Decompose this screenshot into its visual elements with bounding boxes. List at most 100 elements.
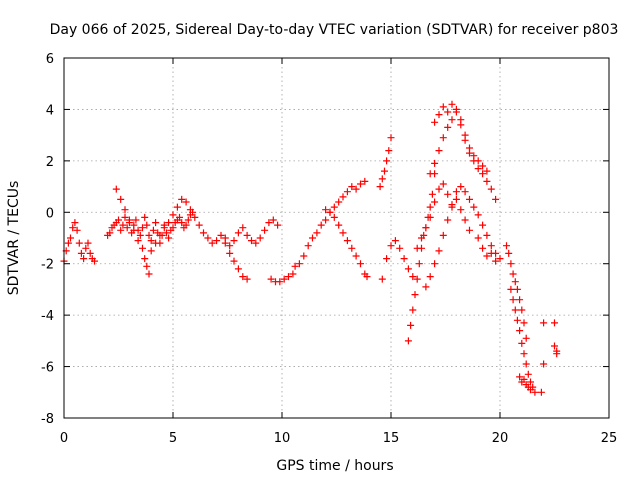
data-point — [531, 388, 539, 396]
data-point — [409, 306, 417, 314]
data-point — [457, 206, 465, 214]
data-point — [470, 152, 478, 160]
data-point — [520, 375, 528, 383]
data-point — [422, 283, 430, 291]
data-point — [265, 219, 273, 227]
grid-lines — [64, 58, 609, 418]
data-point — [276, 278, 284, 286]
data-point — [71, 219, 79, 227]
data-point — [322, 216, 330, 224]
data-point — [121, 213, 129, 221]
data-point — [363, 273, 371, 281]
data-point — [527, 386, 534, 394]
data-point — [226, 249, 234, 257]
data-point — [448, 201, 456, 209]
x-tick-label: 0 — [60, 431, 68, 446]
data-point — [457, 116, 465, 124]
data-point — [461, 188, 469, 196]
data-point — [509, 270, 517, 278]
data-point — [313, 229, 321, 237]
data-point — [139, 224, 146, 232]
data-point — [431, 198, 439, 206]
data-point — [479, 170, 487, 178]
data-point — [230, 257, 238, 265]
data-point — [261, 226, 269, 234]
data-point — [479, 244, 487, 252]
data-point — [407, 321, 415, 329]
x-tick-label: 10 — [274, 431, 291, 446]
data-point — [300, 252, 308, 260]
data-point — [289, 270, 297, 278]
data-point — [522, 334, 530, 342]
data-point — [322, 206, 330, 214]
data-point — [169, 211, 177, 219]
data-point — [540, 360, 548, 368]
data-point — [387, 242, 395, 250]
data-point — [149, 226, 157, 234]
data-point — [252, 239, 260, 247]
data-point — [385, 147, 393, 155]
data-point — [452, 188, 460, 196]
data-point — [444, 108, 452, 116]
data-point — [516, 296, 524, 304]
data-point — [411, 291, 419, 299]
data-point — [435, 247, 443, 255]
data-point — [511, 278, 519, 286]
data-point — [195, 221, 203, 229]
data-point — [466, 226, 473, 234]
data-point — [479, 221, 487, 229]
data-point — [448, 116, 456, 124]
data-point — [426, 203, 434, 211]
data-point — [409, 273, 417, 281]
x-axis-label: GPS time / hours — [276, 458, 393, 474]
data-point — [361, 177, 369, 185]
data-point — [280, 275, 288, 283]
data-point — [256, 234, 264, 242]
data-point — [163, 229, 170, 237]
data-point — [64, 239, 72, 247]
data-point — [156, 231, 164, 239]
data-point — [415, 260, 423, 268]
data-point — [77, 249, 85, 257]
data-point — [513, 316, 521, 324]
y-axis-label: SDTVAR / TECUs — [6, 181, 22, 296]
data-point — [176, 213, 183, 221]
data-point — [115, 216, 122, 224]
data-point — [483, 252, 491, 260]
data-point — [304, 242, 312, 250]
chart-title: Day 066 of 2025, Sidereal Day-to-day VTE… — [50, 22, 619, 38]
data-point — [141, 213, 149, 221]
data-point — [165, 219, 173, 227]
data-point — [330, 213, 338, 221]
data-point — [119, 221, 127, 229]
data-point — [274, 221, 282, 229]
data-point — [503, 242, 510, 250]
data-point — [492, 195, 500, 203]
data-point — [492, 257, 500, 265]
data-points — [60, 100, 561, 396]
data-point — [520, 350, 528, 358]
data-point — [496, 255, 504, 263]
data-point — [444, 123, 452, 131]
data-point — [444, 216, 452, 224]
data-point — [383, 255, 391, 263]
data-point — [431, 118, 439, 126]
x-tick-label: 15 — [383, 431, 400, 446]
data-point — [136, 231, 144, 239]
data-point — [139, 244, 146, 252]
data-point — [487, 185, 495, 193]
data-point — [248, 237, 255, 245]
data-point — [524, 370, 532, 378]
data-point — [145, 231, 153, 239]
data-point — [234, 229, 242, 237]
data-point — [413, 275, 421, 283]
data-point — [348, 183, 356, 191]
data-point — [343, 188, 351, 196]
data-point — [540, 319, 548, 327]
data-point — [474, 165, 482, 173]
data-point — [147, 247, 155, 255]
data-point — [186, 206, 194, 214]
data-point — [208, 239, 216, 247]
y-tick-label: 4 — [46, 103, 54, 118]
